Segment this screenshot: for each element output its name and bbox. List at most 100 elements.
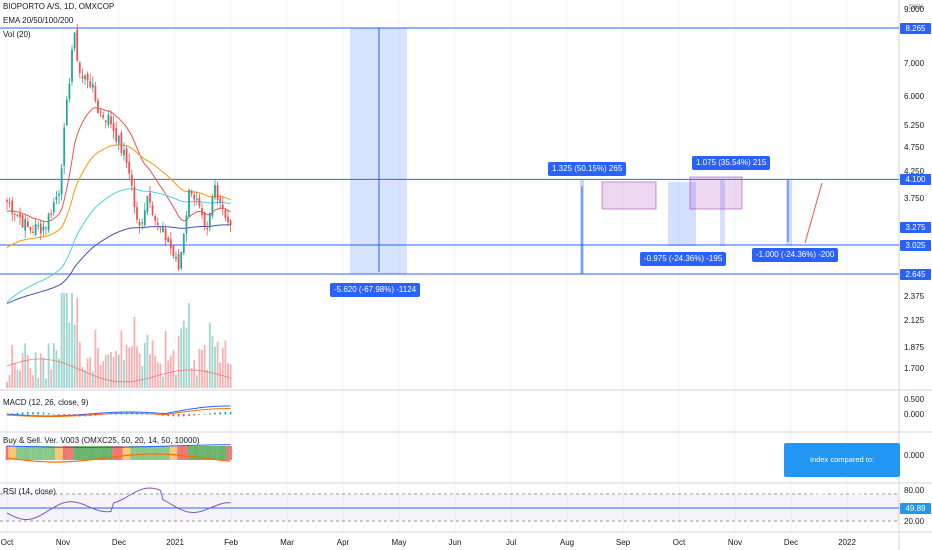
volume-bar [91, 371, 94, 388]
ema-20-line [6, 107, 231, 223]
macd-histogram-bar [146, 413, 149, 415]
candle-body [188, 189, 190, 217]
symbol-title: BIOPORTO A/S, 1D, OMXCOP [3, 2, 115, 11]
macd-histogram-bar [115, 412, 117, 415]
volume-bar [188, 303, 190, 388]
bs-band-segment [120, 446, 123, 460]
volume-ma-line [6, 358, 231, 383]
volume-bar [26, 355, 29, 388]
candle-body [146, 195, 149, 212]
candle-body [211, 197, 214, 217]
macd-histogram-bar [16, 412, 19, 415]
bs-band-segment [78, 446, 82, 460]
measurement-label: -1.000 (-24.36%) -200 [752, 248, 839, 262]
candle-body [206, 227, 209, 230]
volume-bar [21, 352, 24, 388]
x-axis-label: Jul [505, 538, 517, 547]
volume-bar [216, 341, 219, 388]
bs-index-line [6, 444, 231, 448]
bs-band-segment [172, 446, 175, 460]
volume-bar [63, 293, 66, 388]
bs-band-segment [133, 446, 136, 460]
volume-bar [52, 343, 55, 388]
candle-body [141, 222, 144, 224]
macd-histogram-bar [99, 414, 102, 416]
macd-histogram-bar [224, 412, 227, 415]
volume-bar [206, 369, 209, 388]
volume-bar [123, 359, 125, 388]
volume-legend: Vol (20) [3, 30, 31, 39]
candle-body [180, 251, 183, 269]
macd-histogram-bar [162, 414, 164, 416]
candle-body [227, 216, 229, 223]
bs-band-segment [75, 446, 79, 460]
macd-histogram-bar [183, 414, 185, 417]
bs-band-segment [130, 446, 134, 460]
candle-body [68, 83, 71, 100]
volume-bar [141, 366, 144, 388]
x-axis-label: Mar [280, 538, 294, 547]
macd-histogram-bar [63, 414, 65, 416]
bs-band-segment [29, 446, 32, 460]
macd-histogram-bar [209, 413, 211, 415]
macd-histogram-bar [79, 414, 81, 417]
candle-body [99, 111, 102, 113]
price-tick: 4.250 [904, 166, 925, 176]
volume-bar [84, 369, 86, 388]
bs-band-segment [174, 446, 178, 460]
candle-body [190, 190, 193, 195]
macd-tick: 0.000 [904, 410, 925, 419]
macd-histogram-bar [89, 414, 91, 417]
bs-band-segment [159, 446, 162, 460]
volume-bar [81, 366, 84, 388]
candle-body [115, 128, 118, 142]
volume-bar [117, 354, 120, 388]
bs-band-segment [23, 446, 27, 460]
bs-band-segment [42, 446, 45, 460]
macd-label: MACD (12, 26, close, 9) [3, 398, 89, 407]
candle-body [229, 220, 232, 226]
bs-band-segment [88, 446, 92, 460]
rsi-tick: 20.00 [904, 517, 925, 526]
candle-body [73, 32, 76, 49]
bs-band-segment [65, 446, 69, 460]
bs-band-segment [52, 446, 56, 460]
bs-band-segment [164, 446, 167, 460]
volume-bar [195, 375, 198, 388]
volume-bar [60, 293, 63, 388]
x-axis-label: Oct [0, 538, 14, 547]
volume-bar [193, 359, 196, 388]
macd-histogram-bar [131, 412, 133, 415]
x-axis-label: 2022 [838, 538, 856, 547]
bs-band-segment [187, 446, 191, 460]
volume-bar [203, 344, 206, 388]
volume-bar [76, 297, 79, 388]
volume-bar [130, 346, 133, 388]
volume-bar [120, 330, 123, 388]
bs-band-segment [86, 446, 89, 460]
bs-band-segment [62, 446, 66, 460]
candle-body [13, 213, 16, 215]
bs-band-segment [94, 446, 97, 460]
volume-bar [89, 357, 92, 388]
macd-histogram-bar [177, 414, 180, 417]
macd-histogram-bar [27, 412, 29, 415]
measurement-label: -5.620 (-67.98%) -1124 [330, 283, 421, 297]
macd-histogram-bar [105, 413, 107, 415]
candle-body [216, 185, 219, 200]
candle-body [52, 202, 55, 213]
volume-bar [68, 322, 71, 388]
volume-bar [208, 322, 211, 388]
macd-histogram-bar [11, 413, 13, 415]
bs-band-segment [44, 446, 48, 460]
candle-body [198, 197, 201, 207]
volume-bar [8, 374, 11, 388]
candle-body [169, 239, 172, 249]
volume-bar [156, 362, 159, 388]
bs-band-segment [101, 446, 105, 460]
volume-bar [128, 347, 131, 388]
candle-body [42, 226, 45, 231]
measurement-label: -0.975 (-24.36%) -195 [640, 252, 727, 266]
volume-bar [32, 375, 34, 388]
